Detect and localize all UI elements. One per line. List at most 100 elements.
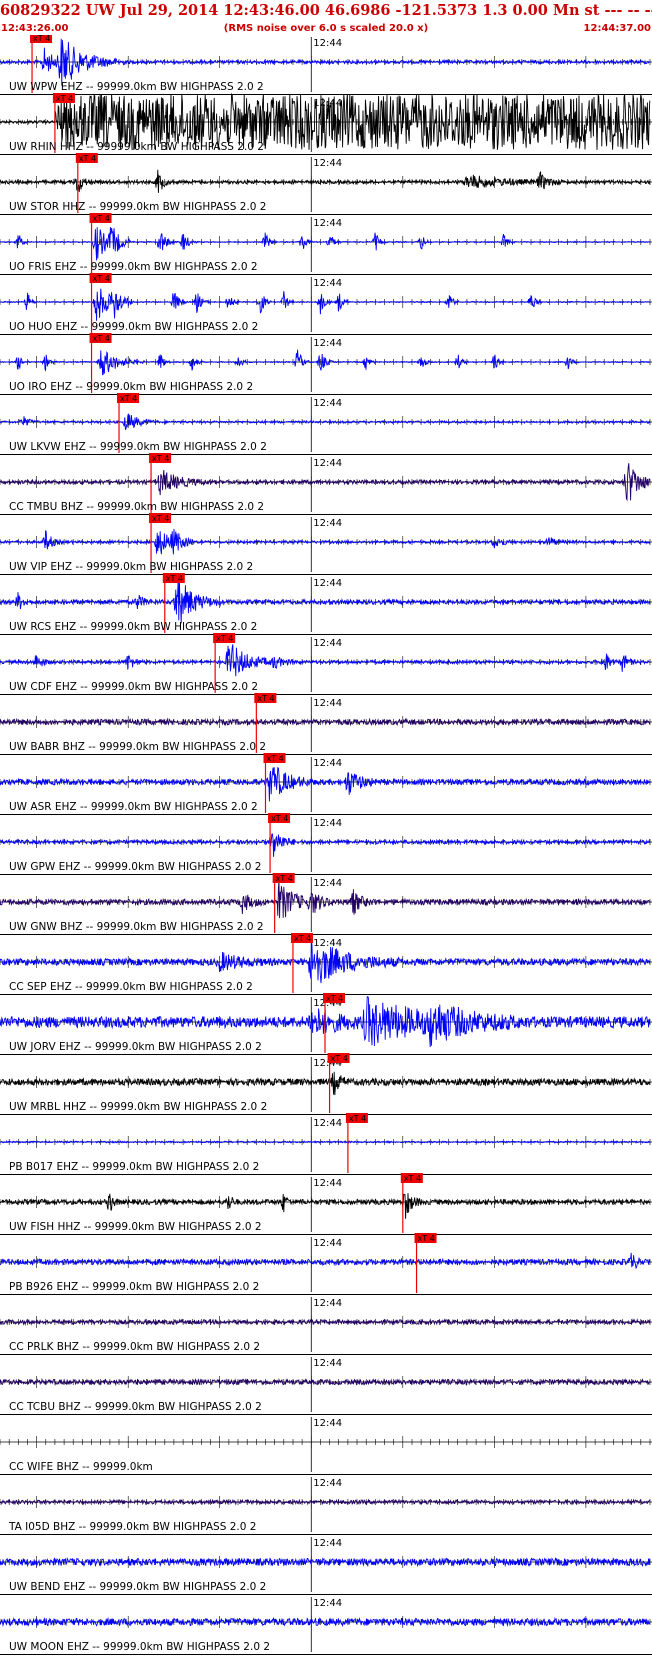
trace-label: UW BEND EHZ -- 99999.0km BW HIGHPASS 2.0… (9, 1581, 266, 1593)
trace: 12:44 xT 4 UW LKVW EHZ -- 99999.0km BW HIG… (0, 393, 652, 455)
scaling-note: (RMS noise over 6.0 s scaled 20.0 x) (223, 23, 429, 34)
trace: 12:44 UW BEND EHZ -- 99999.0km BW HIGHPAS… (0, 1537, 652, 1595)
start-time: 12:43:26.00 (1, 23, 69, 34)
trace: 12:44 UW MOON EHZ -- 99999.0km BW HIGHPAS… (0, 1597, 652, 1655)
minute-marker-label: 12:44 (313, 458, 342, 469)
pick-marker (89, 333, 112, 343)
waveform (0, 413, 651, 431)
trace-label: UW JORV EHZ -- 99999.0km BW HIGHPASS 2.0… (9, 1041, 262, 1053)
waveform (0, 1139, 651, 1144)
pick-marker (30, 35, 53, 43)
minute-marker-label: 12:44 (313, 638, 342, 649)
pick-label: xT 4 (294, 934, 311, 943)
pick-marker (272, 873, 295, 883)
pick-label: xT 4 (152, 454, 169, 463)
trace: 12:44 xT 4 UW STOR HHZ -- 99999.0km BW HIG… (0, 153, 652, 215)
minute-marker-label: 12:44 (313, 1358, 342, 1369)
minute-marker-label: 12:44 (313, 998, 342, 1009)
trace-label: UW RCS EHZ -- 99999.0km BW HIGHPASS 2.0 … (9, 621, 257, 633)
pick-label: xT 4 (418, 1234, 435, 1243)
pick-marker (213, 633, 236, 643)
trace-label: UW ASR EHZ -- 99999.0km BW HIGHPASS 2.0 … (9, 801, 258, 813)
trace: 12:44 CC TCBU BHZ -- 99999.0km BW HIGHPAS… (0, 1357, 652, 1415)
trace-label: UO FRIS EHZ -- 99999.0km BW HIGHPASS 2.0… (9, 261, 258, 273)
pick-label: xT 4 (326, 994, 343, 1003)
pick-label: xT 4 (33, 35, 50, 43)
trace-label: UW VIP EHZ -- 99999.0km BW HIGHPASS 2.0 … (9, 561, 253, 573)
trace-label: CC TMBU BHZ -- 99999.0km BW HIGHPASS 2.0… (9, 501, 264, 513)
minute-marker-label: 12:44 (313, 938, 342, 949)
waveform (0, 1616, 651, 1628)
waveform (0, 833, 651, 857)
waveform (0, 1557, 651, 1568)
pick-marker (400, 1173, 423, 1183)
pick-marker (323, 993, 345, 1003)
minute-marker-label: 12:44 (313, 1298, 342, 1309)
trace-label: PB B926 EHZ -- 99999.0km BW HIGHPASS 2.0… (9, 1281, 259, 1293)
trace-label: UO HUO EHZ -- 99999.0km BW HIGHPASS 2.0 … (9, 321, 258, 333)
trace-label: UO IRO EHZ -- 99999.0km BW HIGHPASS 2.0 … (9, 381, 253, 393)
pick-label: xT 4 (331, 1054, 348, 1063)
pick-label: xT 4 (276, 874, 293, 883)
trace: 12:44 CC PRLK BHZ -- 99999.0km BW HIGHPAS… (0, 1297, 652, 1355)
minute-marker-label: 12:44 (313, 1598, 342, 1609)
plot-header: 60829322 UW Jul 29, 2014 12:43:46.00 46.… (0, 0, 652, 35)
trace: 12:44 xT 4 PB B017 EHZ -- 99999.0km BW HIG… (0, 1113, 652, 1175)
waveform (0, 1377, 650, 1387)
trace-label: UW BABR BHZ -- 99999.0km BW HIGHPASS 2.0… (9, 741, 266, 753)
pick-marker (89, 273, 112, 283)
trace-label: UW GPW EHZ -- 99999.0km BW HIGHPASS 2.0 … (9, 861, 261, 873)
waveform (0, 766, 651, 802)
waveform (0, 92, 651, 151)
pick-marker (75, 153, 98, 163)
trace: 12:44 xT 4 UO IRO EHZ -- 99999.0km BW HIGH… (0, 333, 652, 395)
minute-marker-label: 12:44 (313, 1538, 342, 1549)
trace: 12:44 xT 4 UW GNW BHZ -- 99999.0km BW HIGH… (0, 873, 652, 935)
trace: 12:44 xT 4 UW VIP EHZ -- 99999.0km BW HIGH… (0, 513, 652, 575)
pick-marker (149, 513, 172, 523)
trace: 12:44 xT 4 UW RHIN HHZ -- 99999.0km BW HIG… (0, 92, 652, 155)
end-time: 12:44:37.00 (583, 23, 651, 34)
trace-label: CC WIFE BHZ -- 99999.0km (9, 1461, 153, 1473)
trace: 12:44 xT 4 UO HUO EHZ -- 99999.0km BW HIGH… (0, 273, 652, 335)
waveform (0, 1193, 651, 1219)
pick-label: xT 4 (93, 334, 110, 343)
minute-marker-label: 12:44 (313, 698, 342, 709)
event-title: 60829322 UW Jul 29, 2014 12:43:46.00 46.… (0, 2, 652, 19)
minute-marker-label: 12:44 (313, 218, 342, 229)
pick-marker (345, 1113, 368, 1123)
trace: 12:44 TA I05D BHZ -- 99999.0km BW HIGHPAS… (0, 1477, 652, 1535)
minute-marker-label: 12:44 (313, 1478, 342, 1489)
minute-marker-label: 12:44 (313, 518, 342, 529)
trace-label: CC PRLK BHZ -- 99999.0km BW HIGHPASS 2.0… (9, 1341, 260, 1353)
trace: 12:44 xT 4 UO FRIS EHZ -- 99999.0km BW HIG… (0, 213, 652, 275)
minute-marker-label: 12:44 (313, 758, 342, 769)
pick-label: xT 4 (56, 94, 73, 103)
pick-marker (268, 813, 291, 823)
trace: 12:44 xT 4 UW BABR BHZ -- 99999.0km BW HIG… (0, 693, 652, 755)
pick-marker (327, 1053, 350, 1063)
pick-label: xT 4 (257, 694, 274, 703)
minute-marker-label: 12:44 (313, 278, 342, 289)
pick-marker (254, 693, 277, 703)
trace: 12:44 xT 4 UW WPW EHZ -- 99999.0km BW HIGH… (0, 35, 652, 95)
minute-marker-label: 12:44 (313, 158, 342, 169)
waveform (0, 1252, 651, 1270)
trace-label: TA I05D BHZ -- 99999.0km BW HIGHPASS 2.0… (8, 1521, 256, 1533)
trace-label: PB B017 EHZ -- 99999.0km BW HIGHPASS 2.0… (9, 1161, 259, 1173)
trace: 12:44 xT 4 UW FISH HHZ -- 99999.0km BW HIG… (0, 1173, 652, 1235)
minute-marker-label: 12:44 (313, 398, 342, 409)
trace: 12:44 CC WIFE BHZ -- 99999.0km (0, 1417, 652, 1475)
trace-label: UW MRBL HHZ -- 99999.0km BW HIGHPASS 2.0… (9, 1101, 267, 1113)
minute-marker-label: 12:44 (313, 1418, 342, 1429)
trace: 12:44 xT 4 PB B926 EHZ -- 99999.0km BW HIG… (0, 1233, 652, 1295)
minute-marker-label: 12:44 (313, 1118, 342, 1129)
trace: 12:44 xT 4 CC TMBU BHZ -- 99999.0km BW HIG… (0, 453, 652, 515)
waveform (0, 938, 651, 984)
pick-label: xT 4 (152, 514, 169, 523)
pick-marker (414, 1233, 437, 1243)
minute-marker-label: 12:44 (313, 818, 342, 829)
pick-label: xT 4 (271, 814, 288, 823)
